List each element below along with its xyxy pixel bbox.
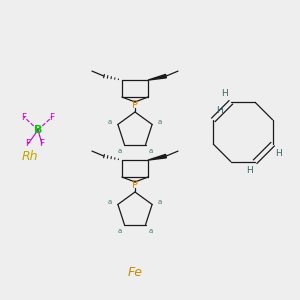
Text: a: a — [118, 228, 122, 234]
Text: P: P — [132, 100, 138, 110]
Text: a: a — [108, 119, 112, 125]
Text: F: F — [50, 112, 55, 122]
Text: H: H — [246, 166, 253, 175]
Text: H: H — [216, 106, 223, 115]
Text: B: B — [34, 125, 42, 135]
Text: a: a — [108, 199, 112, 205]
Text: Fe: Fe — [128, 266, 142, 278]
Text: H: H — [275, 149, 282, 158]
Text: a: a — [148, 148, 152, 154]
Text: F: F — [39, 140, 45, 148]
Text: P: P — [132, 180, 138, 190]
Text: a: a — [158, 119, 162, 125]
Polygon shape — [148, 154, 167, 160]
Text: a: a — [158, 199, 162, 205]
Text: F: F — [21, 112, 27, 122]
Text: F: F — [26, 140, 31, 148]
Text: a: a — [118, 148, 122, 154]
Text: H: H — [221, 89, 228, 98]
Text: a: a — [148, 228, 152, 234]
Polygon shape — [148, 74, 167, 80]
Text: Rh: Rh — [22, 151, 38, 164]
